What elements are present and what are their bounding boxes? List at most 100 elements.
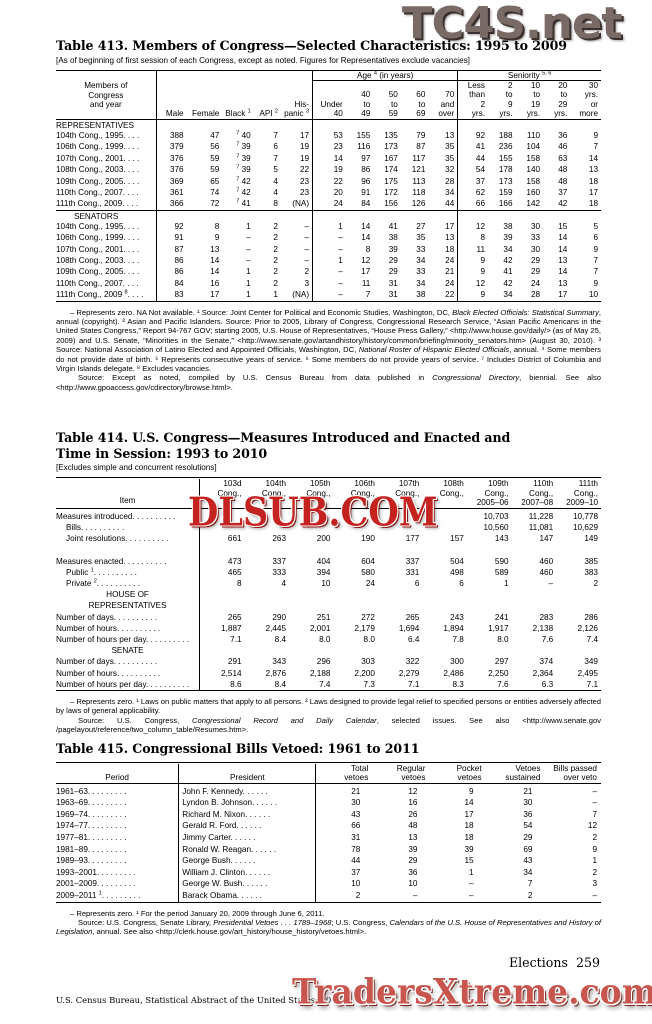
cell bbox=[333, 522, 377, 533]
cell: 41 bbox=[457, 141, 488, 153]
cell-regular-vetoes: 10 bbox=[408, 879, 418, 889]
cell: 4 bbox=[273, 176, 278, 186]
cell-regular-vetoes: 26 bbox=[408, 809, 418, 819]
table-414-title-line2: Time in Session: 1993 to 2010 bbox=[56, 445, 268, 461]
row-label: 104th Cong., 1995. . . . bbox=[56, 130, 140, 140]
table-row: Number of hours. . . . . . . . . . 2,514… bbox=[56, 667, 601, 679]
cell-period: 1989–93. . . . . . . . . bbox=[56, 856, 127, 866]
col-header: vetoes bbox=[315, 773, 373, 784]
cell: 272 bbox=[361, 612, 375, 622]
cell: 46 bbox=[558, 142, 568, 152]
cell: 9 bbox=[457, 266, 488, 278]
cell: 188 bbox=[498, 130, 513, 140]
col-header-under40: 40 bbox=[312, 109, 346, 120]
cell: 2,364 bbox=[532, 668, 554, 678]
cell: 29 bbox=[388, 267, 398, 277]
footnote-source: Source: U.S. Congress, Senate Library, P… bbox=[56, 918, 601, 937]
cell-vetoes-sustained: 29 bbox=[523, 833, 533, 843]
col-header: 2007–08 bbox=[521, 498, 554, 508]
row-label: Number of days. . . . . . . . . . bbox=[56, 612, 158, 622]
row-label: Measures introduced. . . . . . . . . . bbox=[56, 511, 176, 521]
cell: 83 bbox=[155, 289, 187, 302]
cell: – bbox=[304, 244, 310, 254]
cell: 2,514 bbox=[199, 667, 245, 679]
cell: 460 bbox=[539, 556, 554, 566]
cell: 7 bbox=[273, 153, 278, 163]
row-label: Number of hours. . . . . . . . . . bbox=[56, 623, 161, 633]
cell: 13 bbox=[588, 165, 598, 175]
col-header-a50_59: to bbox=[391, 99, 398, 109]
cell: 8 bbox=[457, 232, 488, 244]
cell: 35 bbox=[416, 233, 426, 243]
cell: 296 bbox=[316, 657, 331, 667]
cell: 27 bbox=[416, 221, 426, 231]
cell: 7 42 bbox=[236, 187, 251, 197]
cell-president: George W. Bush. . . . . . bbox=[178, 878, 316, 891]
cell: 2 bbox=[273, 244, 278, 254]
cell: 369 bbox=[155, 175, 187, 187]
cell: 28 bbox=[530, 290, 541, 300]
row-label: 111th Cong., 2009 8. . . . bbox=[56, 289, 144, 300]
cell: 14 bbox=[361, 233, 371, 243]
cell: 149 bbox=[584, 534, 598, 544]
cell: 2,876 bbox=[265, 668, 287, 678]
table-row: 1989–93. . . . . . . . . George Bush. . … bbox=[56, 855, 601, 867]
cell: 39 bbox=[388, 244, 398, 254]
cell: 42 bbox=[503, 255, 513, 265]
footnote-source: Source: U.S. Congress, Congressional Rec… bbox=[56, 715, 601, 735]
table-413-header-line: Members of Congress and year Less 2 10 20 30 bbox=[56, 80, 601, 109]
cell: 8.0 bbox=[497, 635, 509, 645]
col-header: 2005–06 bbox=[476, 498, 509, 508]
cell: 173 bbox=[498, 176, 513, 186]
cell: 59 bbox=[210, 153, 220, 163]
cell-pocket-vetoes: – bbox=[469, 891, 474, 901]
cell: 79 bbox=[416, 130, 426, 140]
cell: 173 bbox=[384, 142, 398, 152]
cell: 22 bbox=[312, 175, 346, 187]
cell: 113 bbox=[412, 176, 426, 186]
cell: 2 bbox=[593, 579, 598, 588]
table-row: 106th Cong., 1999. . . . 91 9–2– –14 38 35 13… bbox=[56, 232, 601, 244]
cell-bills-passed-over-veto: – bbox=[592, 786, 597, 796]
col-header: Bills passed bbox=[553, 763, 597, 773]
cell: 374 bbox=[539, 657, 554, 667]
cell-pocket-vetoes: 1 bbox=[469, 867, 474, 877]
cell: 86 bbox=[155, 266, 187, 278]
cell: 23 bbox=[299, 187, 310, 197]
row-label: 109th Cong., 2005. . . . bbox=[56, 267, 140, 277]
cell-bills-passed-over-veto: 2 bbox=[592, 833, 597, 843]
cell-pocket-vetoes: 14 bbox=[464, 798, 474, 808]
col-header: Cong., bbox=[350, 488, 375, 498]
table-415-footnotes: – Represents zero. ¹ For the period Janu… bbox=[56, 909, 601, 937]
cell: 7 39 bbox=[236, 164, 251, 175]
col-header-male: Male bbox=[155, 109, 187, 120]
table-415: Total Regular Pocket Vetoes Bills passed Peri… bbox=[56, 761, 601, 904]
table-413-block: Table 413. Members of Congress—Selected … bbox=[56, 38, 601, 392]
col-header: 110th bbox=[533, 479, 554, 488]
cell-bills-passed-over-veto: 12 bbox=[587, 821, 597, 831]
cell: 172 bbox=[384, 187, 398, 197]
col-header-black bbox=[222, 90, 253, 100]
col-header-s2_9: 2 bbox=[507, 80, 513, 90]
col-header-a40_49: 40 bbox=[361, 90, 371, 100]
cell: 158 bbox=[526, 176, 541, 186]
cell: – bbox=[246, 233, 251, 243]
cell-total-vetoes: 30 bbox=[315, 797, 373, 809]
cell: 13 bbox=[445, 130, 455, 140]
cell: – bbox=[304, 221, 310, 231]
table-row: Public 1. . . . . . . . . . 465 333 394 580… bbox=[56, 566, 601, 578]
group-label: SENATORS bbox=[56, 209, 157, 221]
cell: 156 bbox=[384, 199, 398, 209]
cell: 23 bbox=[312, 141, 346, 153]
cell-regular-vetoes: 39 bbox=[408, 844, 418, 854]
row-label: Public 1. . . . . . . . . . bbox=[66, 567, 137, 577]
table-row: 110th Cong., 2007. . . . 361 74 7 42 4 23 20 9… bbox=[56, 186, 601, 199]
cell bbox=[378, 511, 422, 522]
cell: 160 bbox=[526, 187, 541, 197]
table-row: 108th Cong., 2003. . . . 86 14–2–1 12 29 34 2… bbox=[56, 254, 601, 267]
table-row: Private 2. . . . . . . . . . 8 4 10 24 6 6 1 – 2 bbox=[56, 578, 601, 590]
footnote-1: – Represents zero. NA Not available. ¹ S… bbox=[56, 307, 602, 373]
cell: 17 bbox=[445, 221, 455, 231]
cell-president: Barack Obama. . . . . . bbox=[178, 890, 316, 903]
table-row: Number of days. . . . . . . . . . 265 290… bbox=[56, 611, 601, 623]
